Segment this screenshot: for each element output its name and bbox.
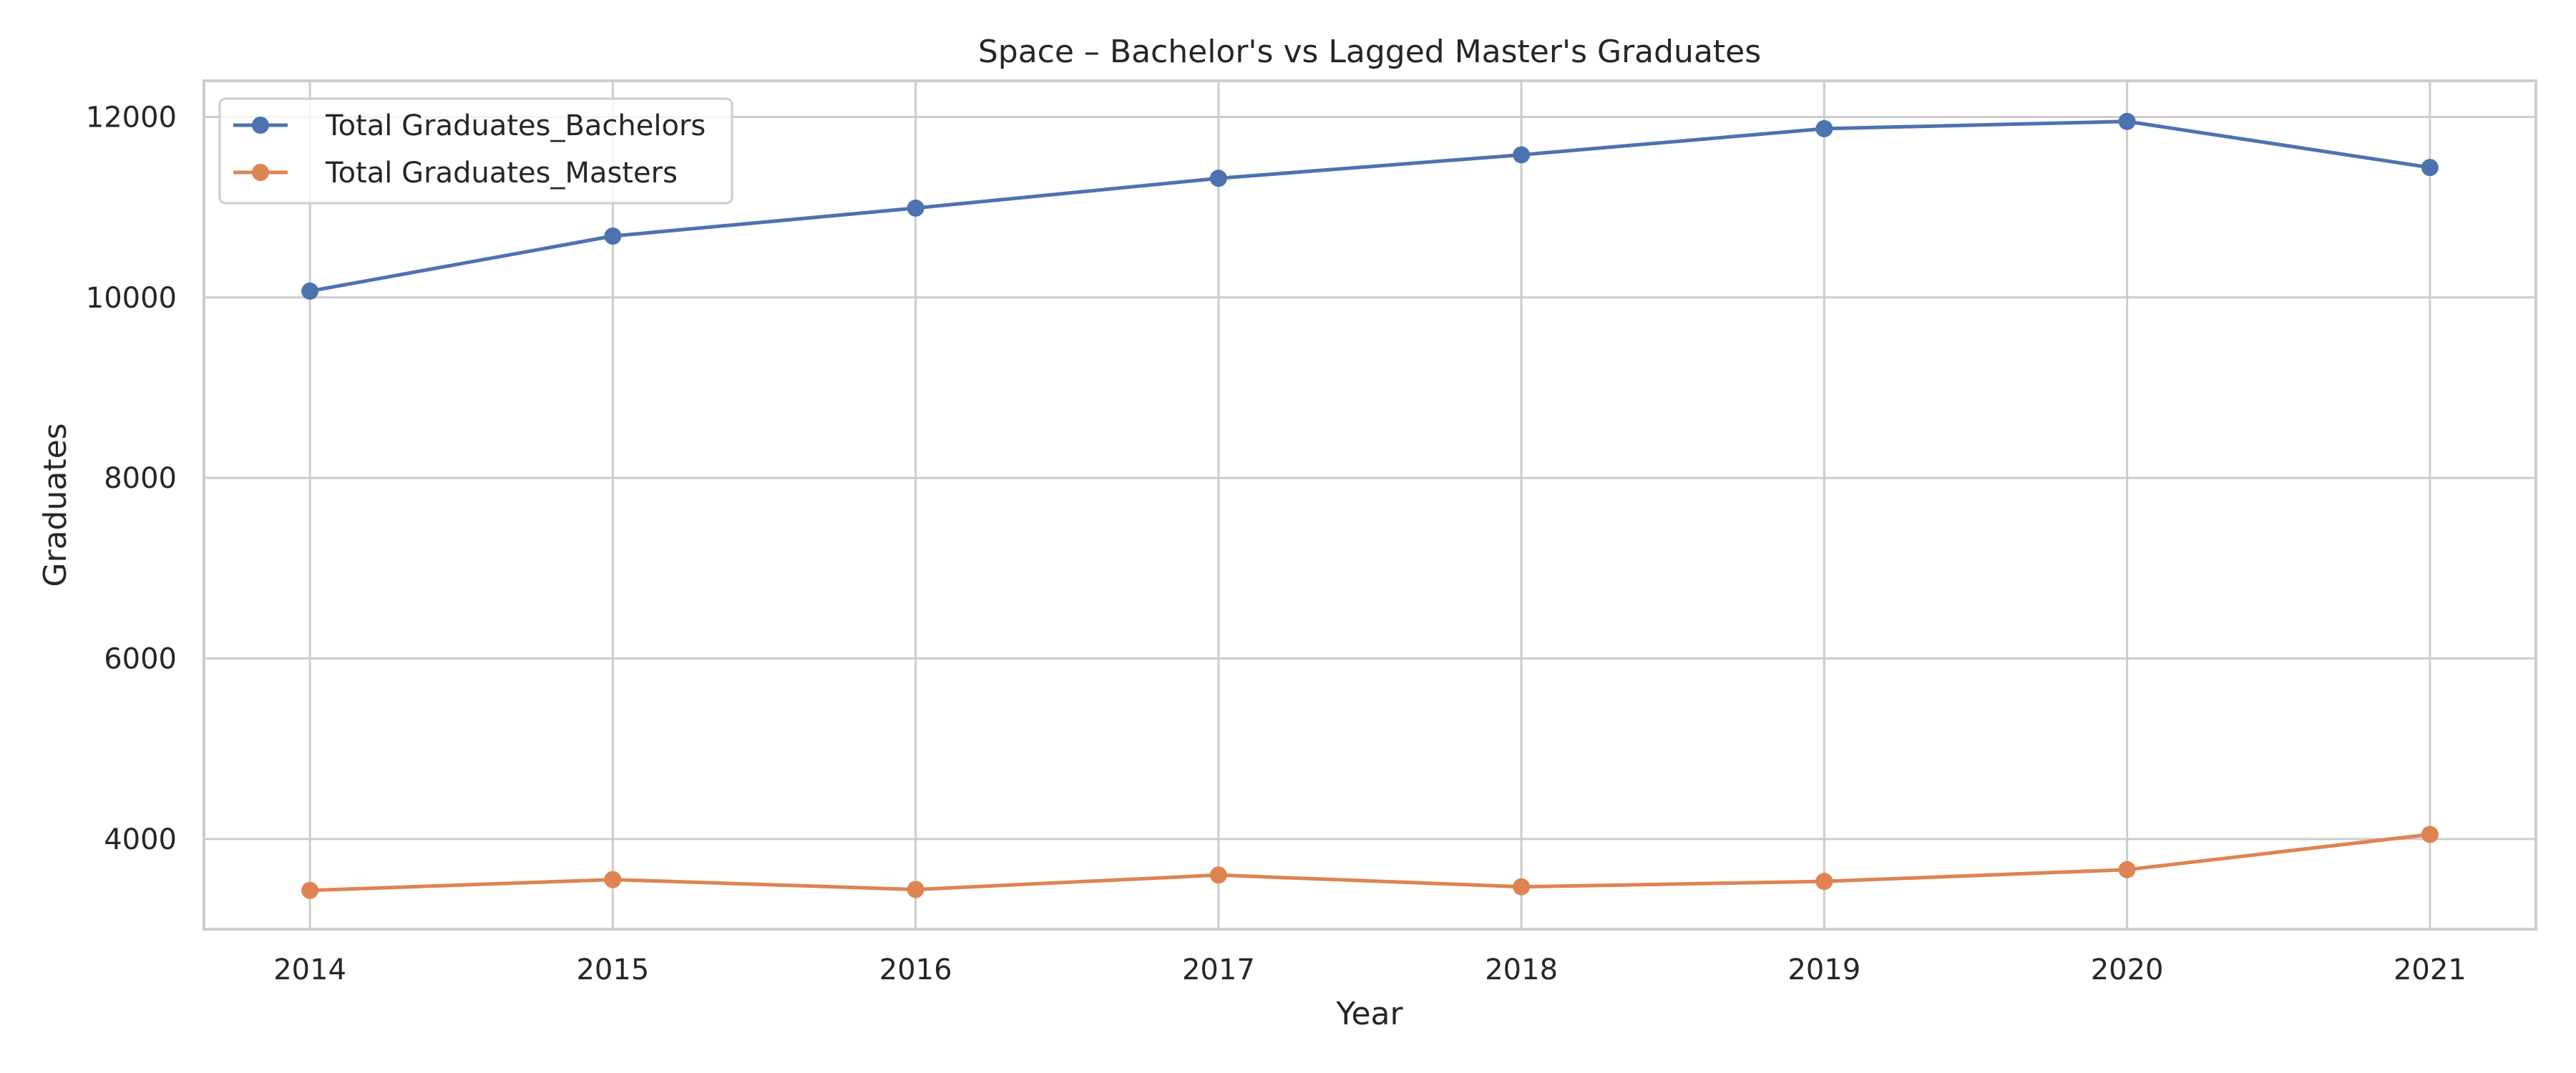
legend-marker	[252, 117, 269, 134]
x-tick-label: 2014	[273, 954, 346, 986]
data-point	[2421, 825, 2439, 843]
x-tick-label: 2015	[576, 954, 649, 986]
data-point	[907, 199, 924, 217]
data-point	[907, 881, 924, 898]
series-line-1	[310, 833, 2431, 893]
data-point	[301, 282, 319, 300]
legend-label: Total Graduates_Bachelors	[325, 109, 706, 142]
legend-label: Total Graduates_Masters	[325, 157, 678, 190]
y-tick-label: 6000	[104, 642, 177, 675]
plot-area	[203, 79, 2537, 931]
data-point	[1513, 878, 1531, 896]
x-tick-label: 2016	[879, 954, 952, 986]
data-point	[604, 227, 622, 245]
x-tick-label: 2018	[1485, 954, 1558, 986]
series-line-0	[309, 119, 2431, 293]
data-point	[301, 881, 319, 899]
y-axis-label: Graduates	[37, 423, 74, 587]
x-axis-label: Year	[1335, 996, 1403, 1032]
legend: Total Graduates_Bachelors Total Graduates…	[218, 97, 733, 205]
data-point	[1815, 119, 1833, 137]
legend-marker	[252, 164, 269, 181]
data-point	[1513, 146, 1531, 164]
x-tick-labels: 2014 2015 2016 2017 2018 2019 2020 2021	[273, 954, 2467, 986]
x-tick-label: 2019	[1787, 954, 1860, 986]
x-tick-label: 2017	[1182, 954, 1255, 986]
gridlines	[204, 81, 2536, 929]
data-point	[2118, 112, 2136, 130]
legend-box	[218, 97, 733, 205]
data-point	[2421, 159, 2439, 177]
y-tick-labels: 4000 6000 8000 10000 12000	[86, 101, 177, 856]
y-tick-label: 8000	[104, 462, 177, 495]
data-point	[2118, 861, 2136, 878]
data-point	[1209, 866, 1227, 884]
x-tick-label: 2021	[2394, 954, 2467, 986]
series-layer	[301, 112, 2439, 899]
x-tick-label: 2020	[2091, 954, 2164, 986]
data-point	[1209, 170, 1227, 187]
data-point	[604, 871, 622, 888]
data-point	[1815, 873, 1833, 891]
chart-title: Space – Bachelor's vs Lagged Master's Gr…	[978, 34, 1761, 70]
y-tick-label: 12000	[86, 101, 177, 134]
y-tick-label: 10000	[86, 282, 177, 315]
y-tick-label: 4000	[104, 823, 177, 856]
